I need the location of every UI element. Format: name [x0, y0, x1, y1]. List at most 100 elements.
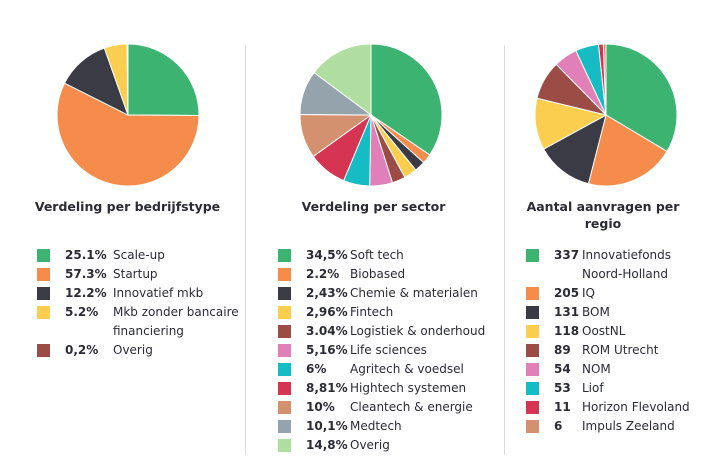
legend-label: Impuls Zeeland	[582, 419, 675, 433]
legend-item: 54 NOM	[526, 360, 710, 379]
legend-item: 57.3% Startup	[37, 265, 242, 284]
legend-item: 89 ROM Utrecht	[526, 341, 710, 360]
legend-label: Agritech & voedsel	[350, 362, 464, 376]
legend-item: 5,16% Life sciences	[278, 341, 500, 360]
legend-swatch	[526, 287, 539, 300]
legend-swatch	[278, 268, 291, 281]
legend-swatch	[37, 306, 50, 319]
legend-label: Startup	[113, 267, 158, 281]
legend-label: IQ	[582, 286, 595, 300]
legend-swatch	[37, 287, 50, 300]
legend-value: 89	[554, 343, 571, 357]
pie-slice-0-1	[56, 82, 200, 187]
legend-swatch	[526, 249, 539, 262]
legend-swatch	[526, 363, 539, 376]
legend-swatch	[37, 249, 50, 262]
legend-label: Horizon Flevoland	[582, 400, 690, 414]
legend-value: 14,8%	[306, 438, 348, 452]
legend-item: 34,5% Soft tech	[278, 246, 500, 265]
legend-value: 205	[554, 286, 580, 300]
pie-chart-bedrijfstype	[56, 43, 200, 187]
legend-value: 53	[554, 381, 571, 395]
chart-title-sector: Verdeling per sector	[301, 199, 446, 214]
legend-value: 10%	[306, 400, 335, 414]
legend-value: 11	[554, 400, 571, 414]
legend-regio: 337 Innovatiefonds Noord-Holland 205 IQ 131 B…	[526, 246, 710, 436]
legend-label: Overig	[350, 438, 390, 452]
legend-swatch	[278, 306, 291, 319]
legend-swatch	[37, 268, 50, 281]
legend-item: 12.2% Innovatief mkb	[37, 284, 242, 303]
legend-item: 3.04% Logistiek & onderhoud	[278, 322, 500, 341]
legend-swatch	[278, 382, 291, 395]
legend-sector: 34,5% Soft tech 2.2% Biobased 2,43% Chemie & …	[278, 246, 500, 455]
legend-swatch	[526, 382, 539, 395]
legend-label: Cleantech & energie	[350, 400, 473, 414]
legend-swatch	[278, 287, 291, 300]
legend-label: Innovatief mkb	[113, 286, 204, 300]
legend-swatch	[278, 401, 291, 414]
legend-value: 5,16%	[306, 343, 348, 357]
legend-label: Scale-up	[113, 248, 165, 262]
legend-value: 6	[554, 419, 563, 433]
legend-swatch	[278, 325, 291, 338]
pie-slice-2-0	[605, 43, 678, 153]
legend-swatch	[526, 420, 539, 433]
legend-value: 131	[554, 305, 580, 319]
legend-swatch	[526, 306, 539, 319]
legend-label: ROM Utrecht	[582, 343, 659, 357]
legend-item: 337 Innovatiefonds Noord-Holland	[526, 246, 710, 284]
pie-slice-1-0	[370, 43, 443, 156]
legend-item: 205 IQ	[526, 284, 710, 303]
legend-label: BOM	[582, 305, 610, 319]
legend-value: 6%	[306, 362, 327, 376]
pie-slice-0-0	[127, 43, 200, 116]
legend-swatch	[526, 325, 539, 338]
legend-value: 2,43%	[306, 286, 348, 300]
legend-item: 53 Liof	[526, 379, 710, 398]
divider-right	[504, 45, 505, 455]
pie-slice-0-4	[126, 43, 129, 116]
legend-value: 2.2%	[306, 267, 340, 281]
legend-value: 57.3%	[65, 267, 107, 281]
legend-swatch	[278, 363, 291, 376]
legend-value: 3.04%	[306, 324, 348, 338]
legend-item: 2,96% Fintech	[278, 303, 500, 322]
legend-label: Hightech systemen	[350, 381, 467, 395]
legend-label: Logistiek & onderhoud	[350, 324, 486, 338]
legend-swatch	[526, 344, 539, 357]
legend-value: 34,5%	[306, 248, 348, 262]
legend-label: Fintech	[350, 305, 394, 319]
legend-swatch	[278, 439, 291, 452]
legend-label: Liof	[582, 381, 604, 395]
legend-swatch	[278, 420, 291, 433]
legend-item: 10% Cleantech & energie	[278, 398, 500, 417]
legend-item: 11 Horizon Flevoland	[526, 398, 710, 417]
pie-slice-2-8	[602, 43, 607, 116]
legend-label: Medtech	[350, 419, 402, 433]
panel-bedrijfstype: Verdeling per bedrijfstype 25.1% Scale-up…	[0, 0, 245, 475]
panel-regio: Aantal aanvragen per regio 337 Innovatief…	[505, 0, 712, 475]
legend-swatch	[278, 344, 291, 357]
legend-label: Mkb zonder bancaire financiering	[113, 305, 239, 338]
legend-label: Life sciences	[350, 343, 427, 357]
legend-item: 8,81% Hightech systemen	[278, 379, 500, 398]
legend-label: Soft tech	[350, 248, 404, 262]
legend-label: NOM	[582, 362, 611, 376]
legend-label: Chemie & materialen	[350, 286, 478, 300]
legend-swatch	[278, 249, 291, 262]
legend-item: 5.2% Mkb zonder bancaire financiering	[37, 303, 242, 341]
legend-label: Innovatiefonds Noord-Holland	[582, 248, 672, 281]
legend-value: 2,96%	[306, 305, 348, 319]
legend-value: 54	[554, 362, 571, 376]
pie-slice-2-1	[587, 114, 668, 187]
pie-slice-2-2	[543, 114, 607, 185]
panel-sector: Verdeling per sector 34,5% Soft tech 2.2% B…	[246, 0, 504, 475]
legend-item: 6 Impuls Zeeland	[526, 417, 710, 436]
legend-label: Overig	[113, 343, 153, 357]
legend-item: 118 OostNL	[526, 322, 710, 341]
legend-item: 6% Agritech & voedsel	[278, 360, 500, 379]
legend-item: 131 BOM	[526, 303, 710, 322]
legend-value: 5.2%	[65, 305, 99, 319]
pie-slice-1-10	[313, 43, 372, 116]
